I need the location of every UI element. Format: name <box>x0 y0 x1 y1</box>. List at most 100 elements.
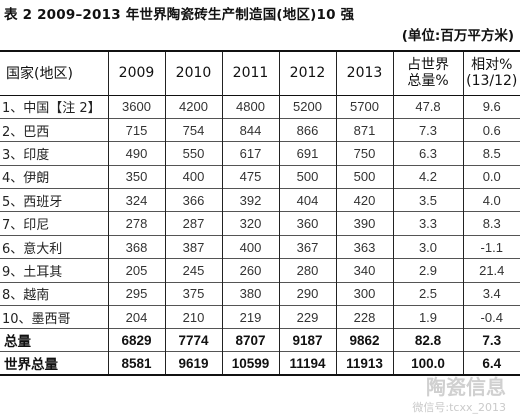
value-cell-y2009: 350 <box>108 165 166 189</box>
value-cell-y2011: 475 <box>222 165 280 189</box>
header-2011: 2011 <box>222 51 280 95</box>
value-cell-y2010: 7774 <box>165 328 223 352</box>
unit-label: (单位:百万平方米) <box>401 28 514 44</box>
value-cell-y2013: 300 <box>336 282 394 306</box>
value-cell-y2012: 280 <box>279 258 337 283</box>
value-cell-rel: -1.1 <box>480 239 503 255</box>
table-row: 4、伊朗 350 400 475 500 500 4.2 0.0 <box>0 165 520 189</box>
country-cell: 5、西班牙 <box>0 188 109 212</box>
value-cell-y2009: 715 <box>108 118 166 142</box>
value-cell-y2010: 287 <box>165 211 223 236</box>
value-cell-rel: 6.4 <box>482 355 502 371</box>
value-cell-y2012: 866 <box>279 118 337 142</box>
value-cell-y2009: 204 <box>108 305 166 329</box>
value-cell-y2009: 278 <box>108 211 166 236</box>
value-cell-rel: 4.0 <box>482 192 501 208</box>
total-row: 总量 6829 7774 8707 9187 9862 82.8 7.3 <box>0 328 520 352</box>
value-cell-rel: 9.6 <box>482 99 501 115</box>
value-cell-y2009: 3600 <box>108 95 166 119</box>
table-row: 7、印尼 278 287 320 360 390 3.3 8.3 <box>0 211 520 236</box>
value-cell-share: 100.0 <box>393 351 464 375</box>
value-cell-y2009: 6829 <box>108 328 166 352</box>
country-cell: 8、越南 <box>0 282 109 306</box>
country-cell: 4、伊朗 <box>0 165 109 189</box>
value-cell-rel: 0.6 <box>482 122 501 138</box>
value-cell-rel: -0.4 <box>480 309 503 325</box>
value-cell-y2012: 5200 <box>279 95 337 119</box>
value-cell-y2011: 392 <box>222 188 280 212</box>
value-cell-y2011: 260 <box>222 258 280 283</box>
value-cell-y2009: 8581 <box>108 351 166 375</box>
country-cell: 10、墨西哥 <box>0 305 109 329</box>
value-cell-y2009: 368 <box>108 235 166 259</box>
header-2010: 2010 <box>165 51 223 95</box>
value-cell-y2010: 366 <box>165 188 223 212</box>
value-cell-y2012: 360 <box>279 211 337 236</box>
table-row: 3、印度 490 550 617 691 750 6.3 8.5 <box>0 141 520 166</box>
table-row: 1、中国【注 2】 3600 4200 4800 5200 5700 47.8 9.6 <box>0 95 520 119</box>
value-cell-y2009: 490 <box>108 141 166 166</box>
value-cell-y2012: 404 <box>279 188 337 212</box>
production-table: 国家(地区) 2009 2010 2011 2012 2013 占世界 总量% … <box>0 50 520 376</box>
value-cell-y2013: 340 <box>336 258 394 283</box>
value-cell-rel: 7.3 <box>482 332 502 348</box>
value-cell-rel: 8.3 <box>482 216 501 232</box>
value-cell-y2011: 10599 <box>222 351 280 375</box>
value-cell-rel: 21.4 <box>479 262 505 278</box>
header-relative: 相对% (13/12) <box>463 51 520 95</box>
header-share: 占世界 总量% <box>393 51 464 95</box>
value-cell-share: 82.8 <box>393 328 464 352</box>
value-cell-y2011: 8707 <box>222 328 280 352</box>
header-2012: 2012 <box>279 51 337 95</box>
header-relative-line2: (13/12) <box>466 73 518 90</box>
value-cell-rel: 3.4 <box>482 286 501 302</box>
country-cell: 1、中国【注 2】 <box>0 95 109 119</box>
value-cell-y2011: 844 <box>222 118 280 142</box>
table-row: 2、巴西 715 754 844 866 871 7.3 0.6 <box>0 118 520 142</box>
country-cell: 2、巴西 <box>0 118 109 142</box>
value-cell-y2013: 9862 <box>336 328 394 352</box>
value-cell-share: 6.3 <box>393 141 464 166</box>
value-cell-y2010: 210 <box>165 305 223 329</box>
value-cell-share: 3.3 <box>393 211 464 236</box>
value-cell-share: 3.0 <box>393 235 464 259</box>
value-cell-y2011: 617 <box>222 141 280 166</box>
value-cell-y2013: 500 <box>336 165 394 189</box>
country-cell: 9、土耳其 <box>0 258 109 283</box>
value-cell-y2010: 245 <box>165 258 223 283</box>
table-row: 10、墨西哥 204 210 219 229 228 1.9 -0.4 <box>0 305 520 329</box>
value-cell-share: 4.2 <box>393 165 464 189</box>
value-cell-y2013: 871 <box>336 118 394 142</box>
value-cell-y2010: 375 <box>165 282 223 306</box>
table-row: 6、意大利 368 387 400 367 363 3.0 -1.1 <box>0 235 520 259</box>
table-row: 5、西班牙 324 366 392 404 420 3.5 4.0 <box>0 188 520 212</box>
value-cell-y2011: 4800 <box>222 95 280 119</box>
header-row: 国家(地区) 2009 2010 2011 2012 2013 占世界 总量% … <box>0 51 520 95</box>
world-total-row: 世界总量 8581 9619 10599 11194 11913 100.0 6.4 <box>0 351 520 375</box>
header-relative-line1: 相对% <box>471 57 513 74</box>
value-cell-y2010: 400 <box>165 165 223 189</box>
value-cell-y2010: 754 <box>165 118 223 142</box>
value-cell-share: 3.5 <box>393 188 464 212</box>
value-cell-y2013: 11913 <box>336 351 394 375</box>
value-cell-rel: 8.5 <box>482 145 501 161</box>
value-cell-y2010: 9619 <box>165 351 223 375</box>
value-cell-y2013: 390 <box>336 211 394 236</box>
value-cell-y2010: 4200 <box>165 95 223 119</box>
value-cell-y2013: 363 <box>336 235 394 259</box>
value-cell-share: 2.5 <box>393 282 464 306</box>
table-title: 表 2 2009–2013 年世界陶瓷砖生产制造国(地区)10 强 <box>4 7 355 23</box>
value-cell-y2011: 380 <box>222 282 280 306</box>
value-cell-y2012: 290 <box>279 282 337 306</box>
value-cell-share: 7.3 <box>393 118 464 142</box>
value-cell-y2011: 320 <box>222 211 280 236</box>
value-cell-y2012: 9187 <box>279 328 337 352</box>
table-body: 1、中国【注 2】 3600 4200 4800 5200 5700 47.8 9.6 2、巴西… <box>0 95 520 375</box>
value-cell-y2011: 400 <box>222 235 280 259</box>
value-cell-y2009: 205 <box>108 258 166 283</box>
value-cell-y2009: 295 <box>108 282 166 306</box>
value-cell-y2012: 11194 <box>279 351 337 375</box>
value-cell-share: 2.9 <box>393 258 464 283</box>
value-cell-y2011: 219 <box>222 305 280 329</box>
header-share-line2: 总量% <box>407 73 449 90</box>
